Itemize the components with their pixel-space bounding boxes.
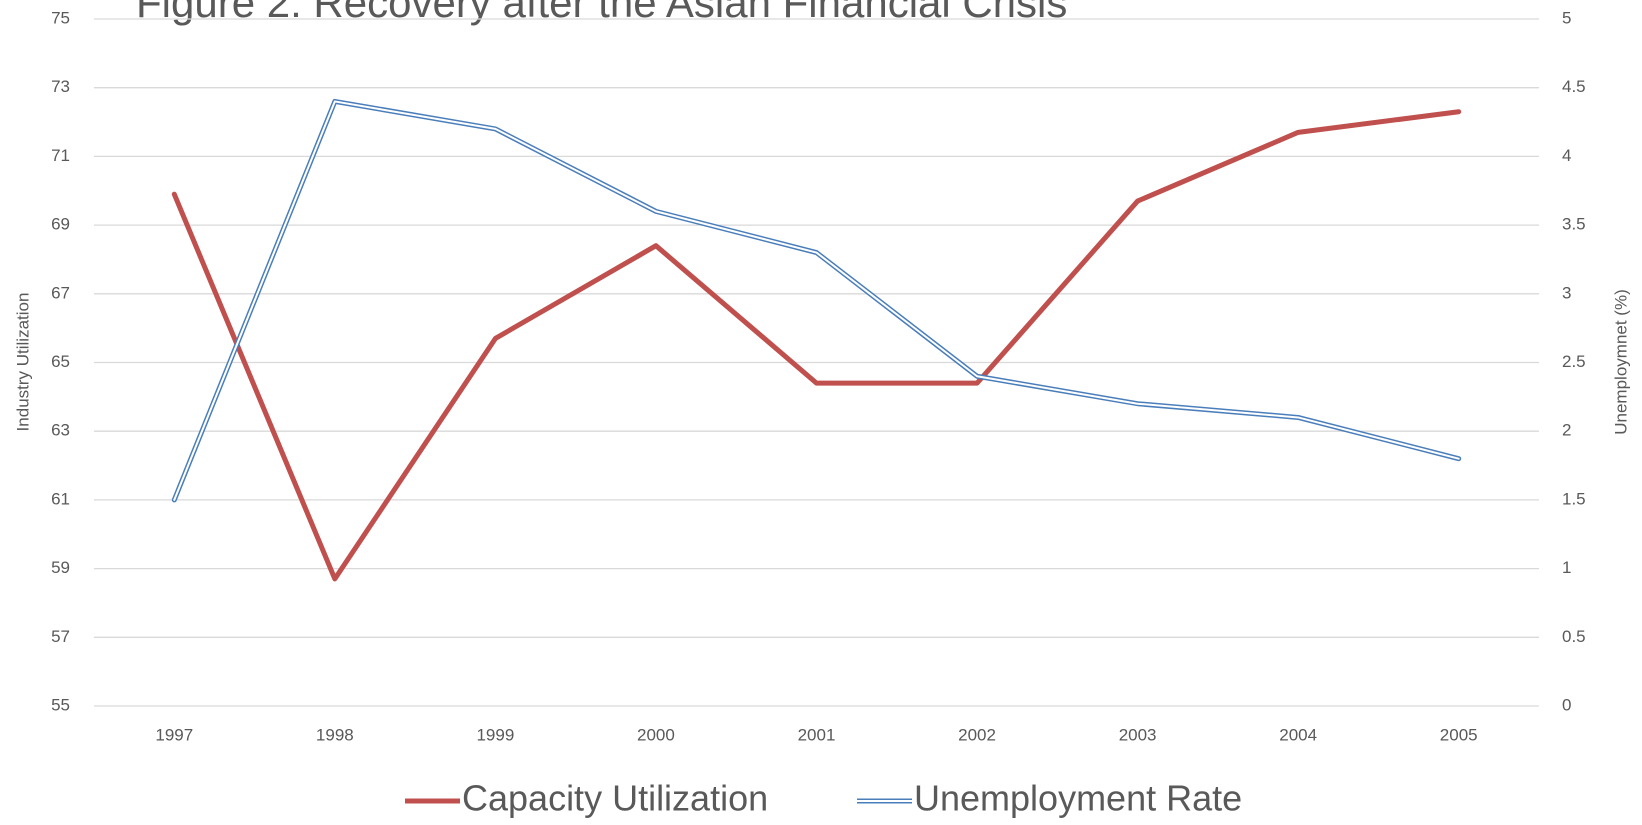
y-tick-label: 71 (51, 146, 70, 165)
series-line (171, 98, 1462, 503)
y2-tick-label: 3.5 (1562, 215, 1586, 234)
y-tick-label: 57 (51, 627, 70, 646)
y2-tick-label: 4 (1562, 146, 1571, 165)
legend-label: Capacity Utilization (462, 778, 768, 819)
chart-title: Figure 2: Recovery after the Asian Finan… (136, 0, 1067, 26)
y2-tick-label: 4.5 (1562, 77, 1586, 96)
series-line (171, 109, 1462, 582)
x-tick-label: 2001 (798, 725, 836, 744)
y2-tick-label: 2.5 (1562, 352, 1586, 371)
y2-tick-label: 2 (1562, 421, 1571, 440)
y-tick-label: 75 (51, 8, 70, 27)
x-tick-label: 2003 (1119, 725, 1157, 744)
y2-tick-label: 0.5 (1562, 627, 1586, 646)
x-tick-label: 2005 (1440, 725, 1478, 744)
series-line-inner (173, 100, 1460, 501)
y2-tick-label: 1 (1562, 558, 1571, 577)
y-tick-label: 65 (51, 352, 70, 371)
x-tick-label: 1997 (155, 725, 193, 744)
x-tick-label: 2004 (1279, 725, 1317, 744)
x-tick-label: 2000 (637, 725, 675, 744)
x-tick-label: 2002 (958, 725, 996, 744)
y-tick-label: 59 (51, 558, 70, 577)
y2-tick-label: 1.5 (1562, 489, 1586, 508)
y-tick-label: 67 (51, 283, 70, 302)
y2-axis-label: Unemploymnet (%) (1611, 289, 1630, 435)
x-tick-label: 1999 (476, 725, 514, 744)
y-tick-label: 63 (51, 421, 70, 440)
y2-tick-label: 5 (1562, 8, 1571, 27)
y-tick-label: 73 (51, 77, 70, 96)
y2-tick-label: 3 (1562, 283, 1571, 302)
y-tick-label: 69 (51, 215, 70, 234)
y-axis-label: Industry Utilization (13, 293, 32, 432)
x-tick-label: 1998 (316, 725, 354, 744)
y-tick-label: 61 (51, 489, 70, 508)
legend-label: Unemployment Rate (914, 778, 1242, 819)
y2-tick-label: 0 (1562, 695, 1571, 714)
y-tick-label: 55 (51, 695, 70, 714)
